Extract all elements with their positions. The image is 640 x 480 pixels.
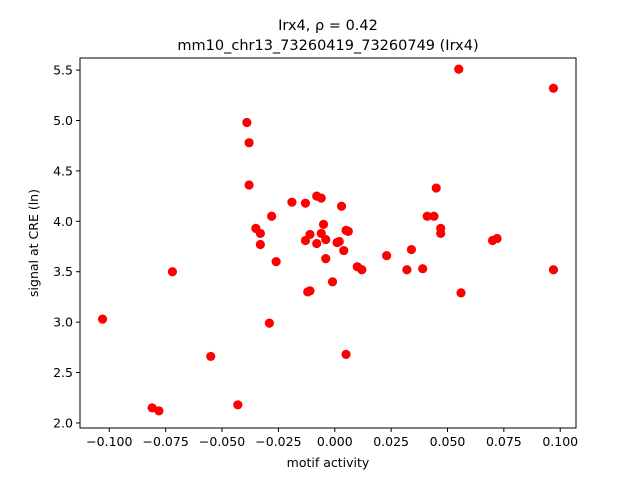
data-point-20 xyxy=(305,229,315,240)
data-point-26 xyxy=(321,234,331,245)
y-tick-label: 5.5 xyxy=(53,63,73,78)
x-tick-label: −0.100 xyxy=(86,434,132,449)
data-point-40 xyxy=(406,244,417,255)
y-tick-label: 4.5 xyxy=(53,163,73,178)
data-point-41 xyxy=(418,264,428,274)
data-point-43 xyxy=(429,211,439,221)
x-tick-label: 0.025 xyxy=(373,434,409,449)
data-point-10 xyxy=(255,239,265,250)
x-axis-label: motif activity xyxy=(287,455,370,470)
data-point-8 xyxy=(244,180,254,190)
points-layer xyxy=(97,64,559,416)
data-point-19 xyxy=(305,286,315,296)
data-point-23 xyxy=(316,193,326,203)
data-point-46 xyxy=(436,228,446,239)
data-point-11 xyxy=(255,228,265,239)
data-point-15 xyxy=(287,197,297,207)
data-point-30 xyxy=(334,236,344,247)
x-tick-label: −0.075 xyxy=(143,434,189,449)
chart-subtitle: mm10_chr13_73260419_73260749 (Irx4) xyxy=(177,38,478,54)
data-point-13 xyxy=(267,211,277,221)
data-point-48 xyxy=(456,288,466,298)
data-point-3 xyxy=(167,267,178,277)
y-tick-label: 5.0 xyxy=(53,113,73,128)
data-point-4 xyxy=(206,351,216,362)
data-point-33 xyxy=(341,349,351,359)
data-point-21 xyxy=(312,238,322,249)
chart-title: Irx4, ρ = 0.42 xyxy=(278,18,378,34)
x-tick-label: −0.025 xyxy=(255,434,301,449)
data-point-2 xyxy=(154,406,164,416)
data-point-16 xyxy=(300,198,311,208)
plot-frame xyxy=(79,57,577,429)
x-axis: −0.100 −0.075 −0.050 −0.025 0.000 0.025 0.050 0… xyxy=(86,428,578,449)
y-tick-label: 3.0 xyxy=(53,315,73,330)
data-point-25 xyxy=(318,219,329,229)
data-point-38 xyxy=(382,251,392,261)
data-point-14 xyxy=(271,257,281,267)
data-point-35 xyxy=(343,226,353,237)
data-point-12 xyxy=(264,318,274,328)
y-tick-label: 2.0 xyxy=(53,415,73,430)
data-point-47 xyxy=(454,64,464,74)
data-point-44 xyxy=(431,183,441,193)
x-tick-label: −0.050 xyxy=(199,434,245,449)
data-point-27 xyxy=(321,254,331,264)
x-tick-label: 0.100 xyxy=(542,434,578,449)
data-point-28 xyxy=(327,277,338,287)
y-tick-label: 3.5 xyxy=(53,264,73,279)
x-tick-label: 0.050 xyxy=(430,434,466,449)
data-point-50 xyxy=(492,233,502,244)
data-point-7 xyxy=(244,138,254,148)
data-point-31 xyxy=(336,201,347,211)
data-point-51 xyxy=(548,83,559,93)
y-axis: 2.0 2.5 3.0 3.5 4.0 4.5 5.0 5.5 xyxy=(53,63,80,430)
y-axis-label: signal at CRE (ln) xyxy=(26,189,41,297)
data-point-6 xyxy=(242,117,252,128)
data-point-52 xyxy=(548,265,559,275)
data-point-42 xyxy=(422,211,432,221)
x-tick-label: 0.075 xyxy=(486,434,522,449)
data-point-0 xyxy=(97,314,108,324)
y-tick-label: 2.5 xyxy=(53,365,73,380)
x-tick-label: 0.000 xyxy=(317,434,353,449)
data-point-39 xyxy=(402,265,412,275)
data-point-37 xyxy=(357,265,367,275)
y-tick-label: 4.0 xyxy=(53,214,73,229)
data-point-5 xyxy=(233,400,243,410)
data-point-32 xyxy=(339,245,349,256)
